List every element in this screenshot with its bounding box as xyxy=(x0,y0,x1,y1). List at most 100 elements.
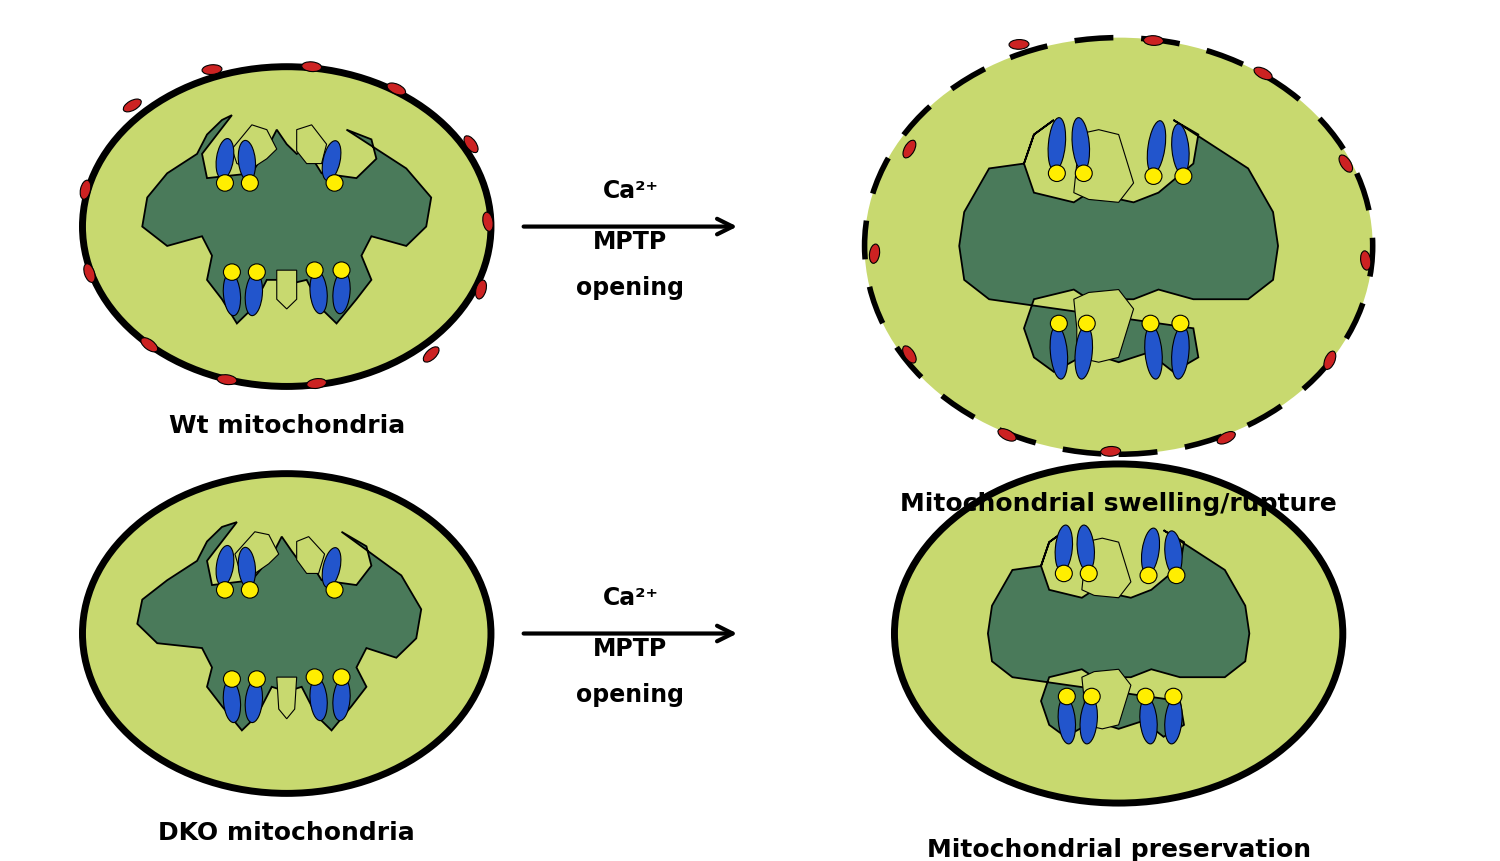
Circle shape xyxy=(1172,316,1190,332)
Circle shape xyxy=(333,669,350,685)
Polygon shape xyxy=(138,523,422,730)
Polygon shape xyxy=(278,271,297,310)
Ellipse shape xyxy=(238,141,255,182)
Circle shape xyxy=(1078,316,1095,332)
Text: DKO mitochondria: DKO mitochondria xyxy=(159,821,416,844)
Text: Ca²⁺: Ca²⁺ xyxy=(603,585,658,609)
Ellipse shape xyxy=(423,347,439,362)
Polygon shape xyxy=(988,530,1250,737)
Ellipse shape xyxy=(310,678,327,721)
Ellipse shape xyxy=(1144,326,1162,380)
Polygon shape xyxy=(1082,670,1131,729)
Circle shape xyxy=(1076,166,1092,183)
Text: Ca²⁺: Ca²⁺ xyxy=(603,178,658,202)
Ellipse shape xyxy=(464,137,478,153)
Circle shape xyxy=(333,263,350,279)
Polygon shape xyxy=(232,126,278,170)
Ellipse shape xyxy=(1054,525,1072,572)
Ellipse shape xyxy=(903,346,916,363)
Ellipse shape xyxy=(1164,697,1182,744)
Circle shape xyxy=(306,263,322,279)
Ellipse shape xyxy=(1340,156,1353,173)
Ellipse shape xyxy=(476,281,486,300)
Ellipse shape xyxy=(483,213,494,232)
Circle shape xyxy=(224,671,240,687)
Ellipse shape xyxy=(84,264,94,283)
Polygon shape xyxy=(142,116,430,324)
Ellipse shape xyxy=(1048,119,1065,171)
Circle shape xyxy=(1174,169,1192,185)
Circle shape xyxy=(216,176,234,192)
Circle shape xyxy=(1142,316,1160,332)
Ellipse shape xyxy=(1148,121,1166,174)
Circle shape xyxy=(1080,566,1096,582)
Text: Mitochondrial preservation: Mitochondrial preservation xyxy=(927,837,1311,861)
Text: MPTP: MPTP xyxy=(594,636,668,660)
Ellipse shape xyxy=(1076,326,1092,380)
Circle shape xyxy=(326,176,344,192)
Ellipse shape xyxy=(216,546,234,586)
Ellipse shape xyxy=(1143,37,1164,46)
Ellipse shape xyxy=(870,245,879,264)
Circle shape xyxy=(1140,567,1156,584)
Polygon shape xyxy=(278,678,297,719)
Circle shape xyxy=(242,176,258,192)
Text: Wt mitochondria: Wt mitochondria xyxy=(168,414,405,437)
Ellipse shape xyxy=(1050,326,1068,380)
Circle shape xyxy=(249,264,266,281)
Ellipse shape xyxy=(1142,529,1160,574)
Ellipse shape xyxy=(1077,525,1095,572)
Ellipse shape xyxy=(238,548,255,588)
Ellipse shape xyxy=(1101,447,1120,456)
Ellipse shape xyxy=(1072,119,1089,171)
Ellipse shape xyxy=(333,272,350,314)
Ellipse shape xyxy=(864,39,1372,455)
Circle shape xyxy=(1083,689,1100,705)
Polygon shape xyxy=(297,126,327,164)
Circle shape xyxy=(306,669,322,685)
Circle shape xyxy=(249,671,266,687)
Ellipse shape xyxy=(302,63,321,72)
Ellipse shape xyxy=(387,84,405,96)
Polygon shape xyxy=(958,121,1278,373)
Ellipse shape xyxy=(224,680,240,722)
Ellipse shape xyxy=(998,429,1016,442)
Ellipse shape xyxy=(322,548,340,588)
Circle shape xyxy=(1050,316,1068,332)
Circle shape xyxy=(1056,566,1072,582)
Circle shape xyxy=(1144,169,1162,185)
Ellipse shape xyxy=(141,338,158,352)
Polygon shape xyxy=(1074,290,1134,362)
Polygon shape xyxy=(1074,131,1134,203)
Circle shape xyxy=(1137,689,1154,705)
Ellipse shape xyxy=(216,139,234,180)
Circle shape xyxy=(1168,567,1185,584)
Ellipse shape xyxy=(202,65,222,76)
Ellipse shape xyxy=(244,274,262,316)
Ellipse shape xyxy=(224,274,240,316)
Ellipse shape xyxy=(244,680,262,722)
Ellipse shape xyxy=(1172,125,1190,175)
Ellipse shape xyxy=(894,464,1342,803)
Ellipse shape xyxy=(123,100,141,113)
Circle shape xyxy=(1166,689,1182,705)
Ellipse shape xyxy=(306,379,327,389)
Ellipse shape xyxy=(1216,432,1236,444)
Ellipse shape xyxy=(322,141,340,182)
Ellipse shape xyxy=(1140,697,1156,744)
Ellipse shape xyxy=(217,375,237,385)
Ellipse shape xyxy=(82,68,491,387)
Ellipse shape xyxy=(1324,351,1336,370)
Ellipse shape xyxy=(1166,531,1182,576)
Ellipse shape xyxy=(80,181,92,200)
Ellipse shape xyxy=(310,272,327,314)
Ellipse shape xyxy=(333,678,350,721)
Polygon shape xyxy=(1082,538,1131,598)
Ellipse shape xyxy=(1058,697,1076,744)
Circle shape xyxy=(224,264,240,281)
Circle shape xyxy=(1048,166,1065,183)
Text: opening: opening xyxy=(576,682,684,706)
Ellipse shape xyxy=(1172,326,1190,380)
Circle shape xyxy=(216,582,234,598)
Text: Mitochondrial swelling/rupture: Mitochondrial swelling/rupture xyxy=(900,491,1336,515)
